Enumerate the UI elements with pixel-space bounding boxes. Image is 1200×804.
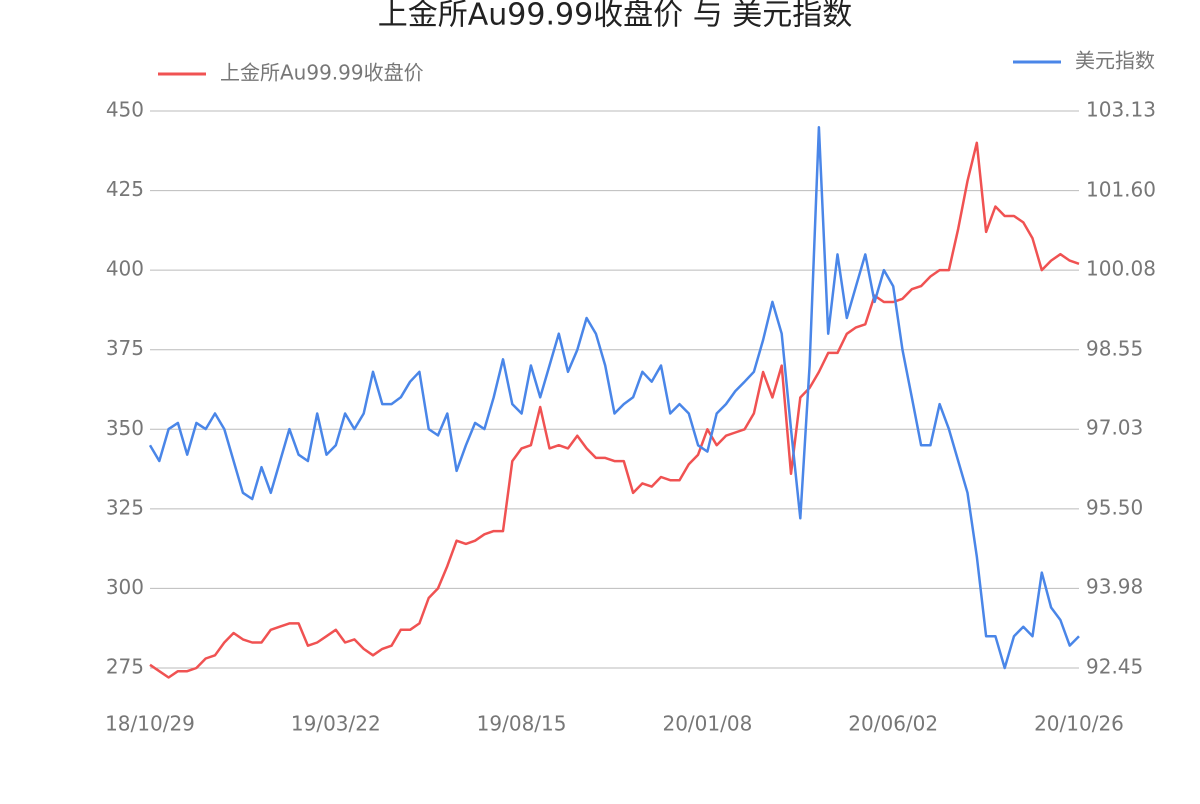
y-tick-label: 300 xyxy=(106,575,144,599)
y-tick-label: 400 xyxy=(106,257,144,281)
x-tick-label: 18/10/29 xyxy=(105,712,195,736)
y-tick-label: 425 xyxy=(106,177,144,201)
y2-tick-label: 101.60 xyxy=(1086,177,1156,201)
y2-tick-label: 98.55 xyxy=(1086,336,1143,360)
data-line xyxy=(148,125,1080,670)
data-line xyxy=(149,141,1080,679)
x-tick-label: 20/06/02 xyxy=(848,712,938,736)
y-tick-label: 350 xyxy=(106,416,144,440)
x-tick-label: 20/01/08 xyxy=(662,712,752,736)
y2-tick-label: 95.50 xyxy=(1086,495,1143,519)
x-tick-label: 19/08/15 xyxy=(477,712,567,736)
legend-label: 上金所Au99.99收盘价 xyxy=(220,61,424,85)
y-tick-label: 325 xyxy=(106,495,144,519)
y2-tick-label: 97.03 xyxy=(1086,416,1143,440)
y-tick-label: 450 xyxy=(106,98,144,122)
x-tick-label: 20/10/26 xyxy=(1034,712,1124,736)
y-tick-label: 275 xyxy=(106,655,144,679)
x-tick-label: 19/03/22 xyxy=(291,712,381,736)
chart-title: 上金所Au99.99收盘价 与 美元指数 xyxy=(378,0,853,33)
y2-tick-label: 103.13 xyxy=(1086,98,1156,122)
y-tick-label: 375 xyxy=(106,336,144,360)
y2-tick-label: 100.08 xyxy=(1086,257,1156,281)
legend-label: 美元指数 xyxy=(1075,49,1155,73)
y2-tick-label: 92.45 xyxy=(1086,655,1143,679)
y2-tick-label: 93.98 xyxy=(1086,575,1143,599)
